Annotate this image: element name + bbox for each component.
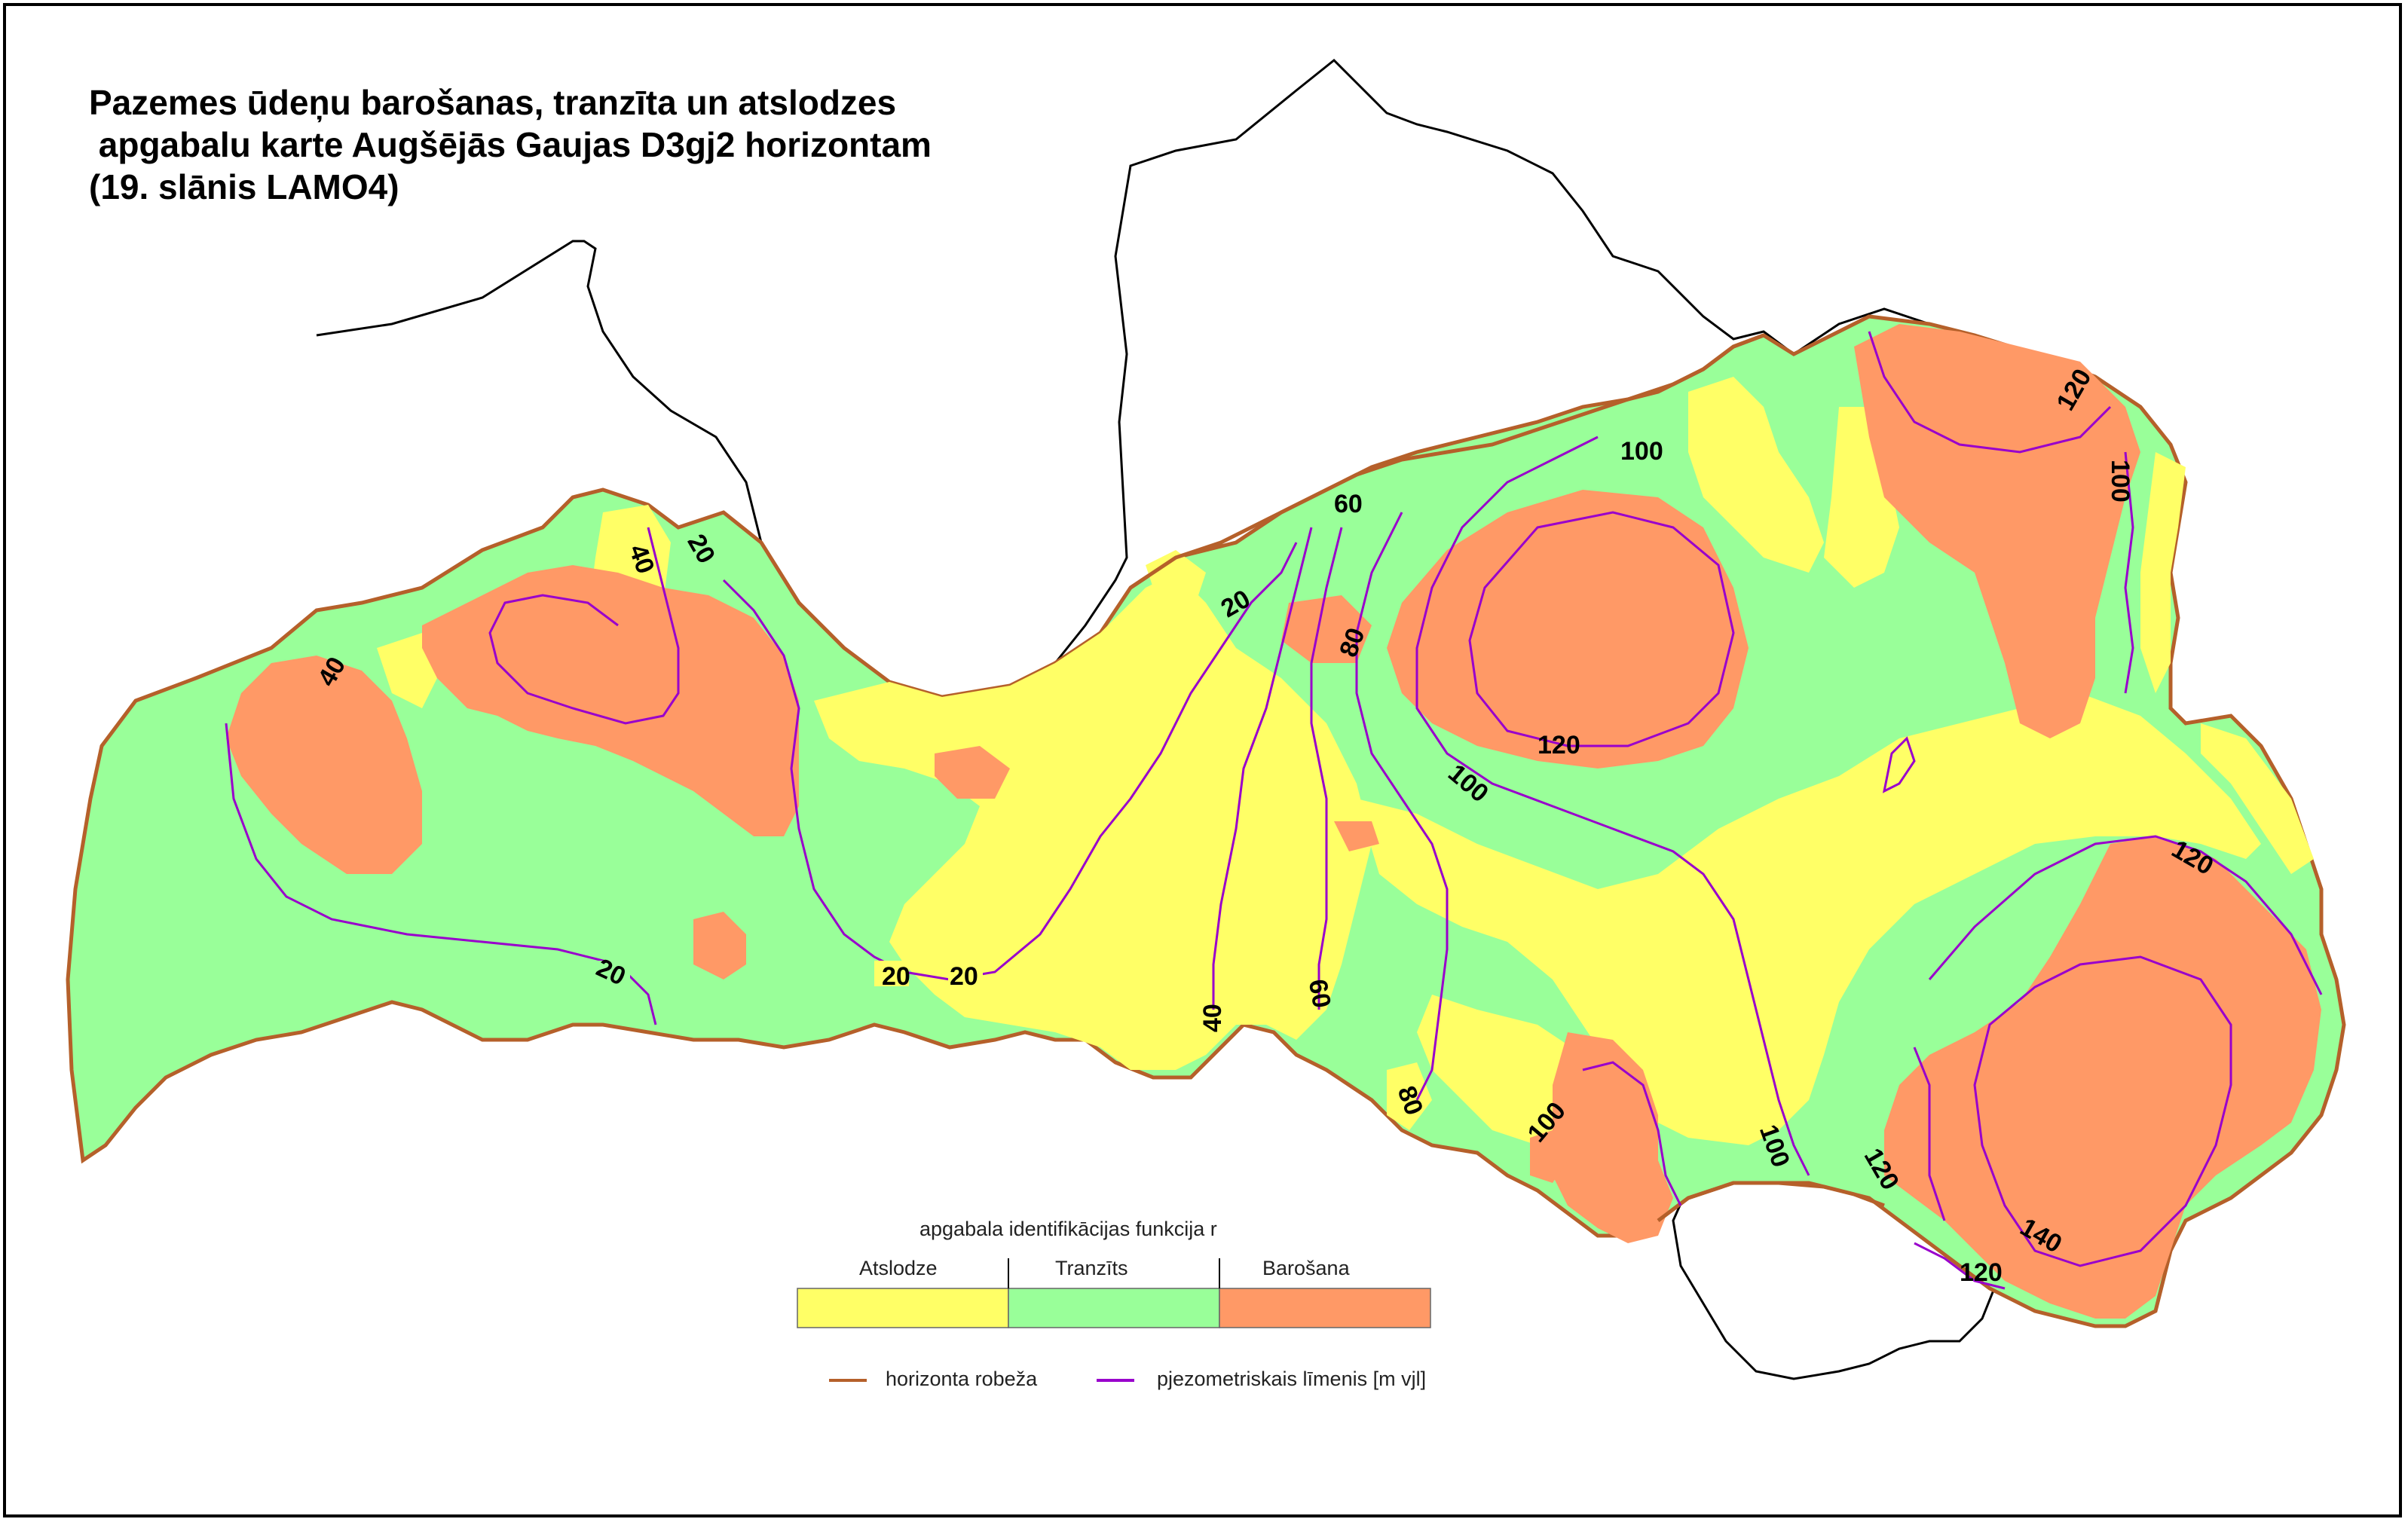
horizon-boundary-north (1129, 333, 1764, 590)
isoline-label: 120 (1538, 731, 1580, 759)
legend-swatch-atslodze (797, 1288, 1009, 1328)
horizon-boundary-south (1657, 1181, 1885, 1222)
country-outline-south (1672, 1163, 1999, 1380)
legend-swatch-tranzits (1008, 1288, 1220, 1328)
isoline-label: 60 (1303, 977, 1336, 1010)
legend-label-isoline: pjezometriskais līmenis [m vjl] (1157, 1368, 1427, 1390)
isoline-label: 100 (1620, 437, 1663, 466)
isoline-label: 60 (1334, 490, 1363, 518)
legend-swatches (797, 1258, 1431, 1382)
country-outline (316, 58, 1975, 698)
isoline-label: 100 (2106, 460, 2134, 503)
isoline-label: 20 (882, 962, 910, 991)
legend-label-tranzits: Tranzīts (1055, 1257, 1128, 1279)
legend-label-atslodze: Atslodze (859, 1257, 938, 1279)
map-title: Pazemes ūdeņu barošanas, tranzīta un ats… (89, 83, 932, 206)
legend-label-barosana: Barošana (1262, 1257, 1350, 1279)
legend-title: apgabala identifikācijas funkcija r (919, 1218, 1217, 1240)
legend-label-boundary: horizonta robeža (886, 1368, 1038, 1390)
map-frame (3, 3, 2402, 1517)
isolines (225, 331, 2323, 1290)
isoline-label: 40 (1198, 1004, 1227, 1032)
isoline-label: 20 (950, 962, 978, 991)
legend-swatch-barosana (1219, 1288, 1431, 1328)
isoline-label: 120 (1960, 1258, 2003, 1287)
